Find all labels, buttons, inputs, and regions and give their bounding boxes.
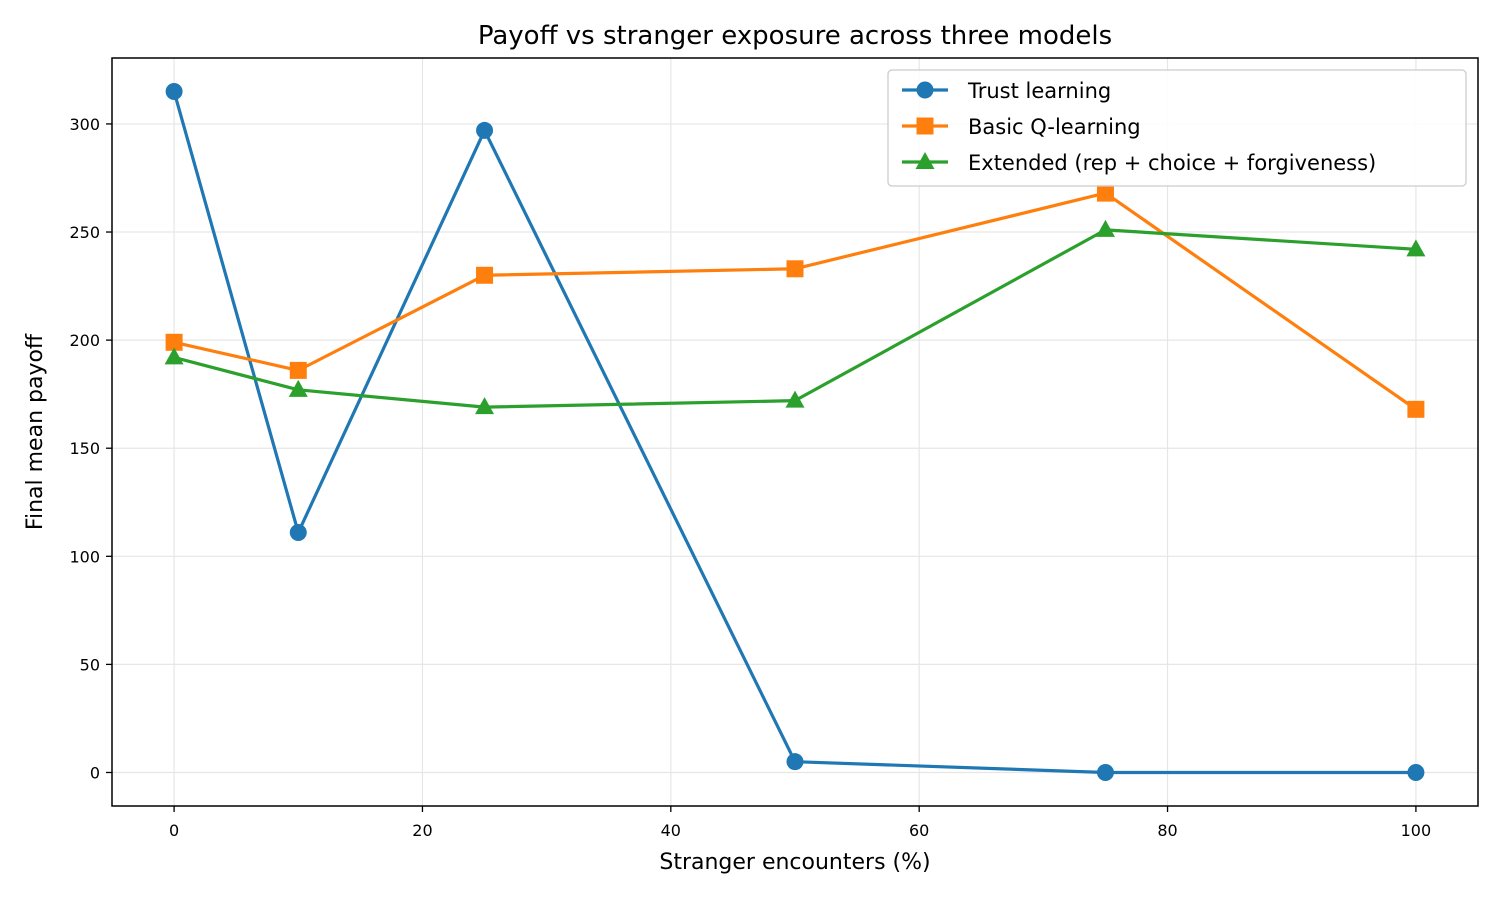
data-point: [289, 524, 307, 542]
series-line: [172, 228, 1418, 409]
data-point: [289, 361, 307, 379]
data-point: [1407, 400, 1425, 418]
x-tick-label: 60: [909, 821, 929, 840]
data-point: [1096, 763, 1114, 781]
x-tick-label: 80: [1157, 821, 1177, 840]
data-point: [164, 347, 184, 365]
y-tick-label: 200: [69, 331, 100, 350]
data-point: [165, 83, 183, 101]
series-2: [165, 184, 1425, 418]
legend-box: [887, 69, 1467, 187]
chart-title: Payoff vs stranger exposure across three…: [478, 21, 1112, 51]
data-point: [475, 397, 495, 415]
data-point: [1406, 239, 1426, 257]
legend-entry: Basic Q-learning: [902, 115, 1141, 139]
axes: 0 20 40 60 80 100 0 50 100 150 200 250 300: [69, 57, 1479, 840]
legend-label: Trust learning: [967, 79, 1111, 103]
data-point: [786, 260, 804, 278]
data-point: [288, 379, 308, 397]
y-tick-label: 50: [80, 655, 100, 674]
legend-entry: Trust learning: [902, 79, 1111, 103]
series-line: [172, 89, 1418, 775]
y-tick-label: 0: [90, 763, 100, 782]
x-tick-label: 20: [412, 821, 432, 840]
data-point: [1407, 763, 1425, 781]
data-point: [1095, 219, 1115, 237]
y-tick-label: 300: [69, 115, 100, 134]
data-point: [476, 266, 494, 284]
x-tick-label: 100: [1401, 821, 1432, 840]
legend-entry: Extended (rep + choice + forgiveness): [902, 151, 1376, 175]
x-axis-label: Stranger encounters (%): [659, 850, 930, 875]
data-point: [476, 121, 494, 139]
series-lines: [164, 83, 1426, 781]
x-tick-label: 0: [169, 821, 179, 840]
plot-frame: [111, 57, 1479, 807]
y-axis-label: Final mean payoff: [23, 333, 48, 530]
legend-label: Basic Q-learning: [968, 115, 1141, 139]
data-point: [165, 333, 183, 351]
series-1: [165, 83, 1425, 781]
legend-marker: [915, 152, 935, 169]
series-line: [172, 191, 1418, 411]
legend-marker: [916, 117, 934, 135]
y-tick-label: 100: [69, 547, 100, 566]
x-tick-label: 40: [661, 821, 681, 840]
legend: Trust learning Basic Q-learning Extended (…: [887, 69, 1467, 187]
y-tick-label: 250: [69, 223, 100, 242]
y-tick-label: 150: [69, 439, 100, 458]
legend-label: Extended (rep + choice + forgiveness): [968, 151, 1376, 175]
data-point: [785, 390, 805, 408]
data-point: [786, 753, 804, 771]
data-point: [1096, 184, 1114, 202]
legend-marker: [916, 81, 934, 99]
series-3: [164, 219, 1426, 415]
